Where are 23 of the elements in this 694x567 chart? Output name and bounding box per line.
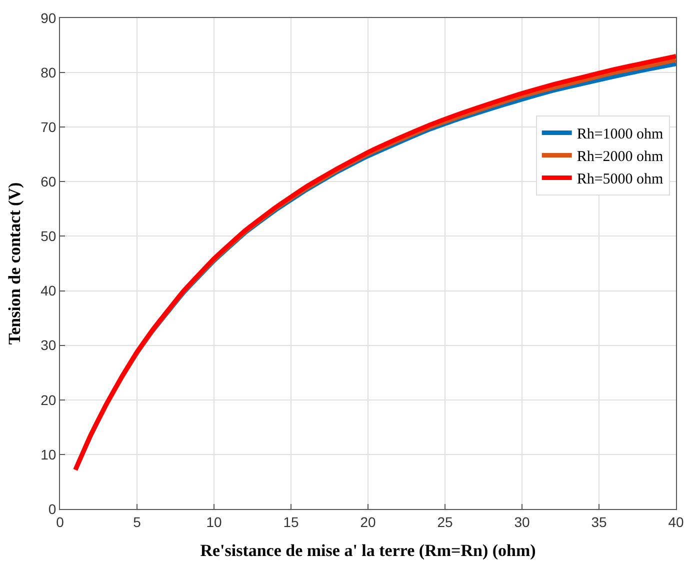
y-tick-label: 80: [40, 64, 56, 80]
y-tick-label: 60: [40, 174, 56, 190]
y-tick-label: 50: [40, 228, 56, 244]
legend-label: Rh=5000 ohm: [576, 172, 664, 188]
x-tick-label: 30: [514, 514, 530, 530]
x-tick-label: 40: [668, 514, 684, 530]
legend-label: Rh=2000 ohm: [576, 149, 664, 166]
y-tick-label: 30: [40, 337, 56, 354]
x-tick-label: 20: [360, 514, 376, 530]
y-tick-label: 10: [40, 446, 56, 462]
y-tick-label: 20: [40, 392, 56, 408]
x-tick-label: 25: [437, 514, 453, 530]
x-tick-label: 10: [206, 514, 222, 530]
x-tick-label: 35: [591, 514, 607, 530]
x-tick-label: 5: [133, 514, 142, 530]
y-tick-label: 40: [40, 282, 56, 299]
y-tick-label: 70: [40, 119, 56, 136]
y-axis-title: Tension de contact (V): [5, 182, 24, 345]
y-tick-label: 90: [40, 10, 56, 26]
x-axis-title: Re'sistance de mise a' la terre (Rm=Rn) (ohm): [200, 541, 536, 560]
legend-label: Rh=1000 ohm: [576, 126, 664, 143]
x-tick-label: 15: [283, 514, 299, 530]
y-tick-label: 0: [48, 500, 56, 517]
